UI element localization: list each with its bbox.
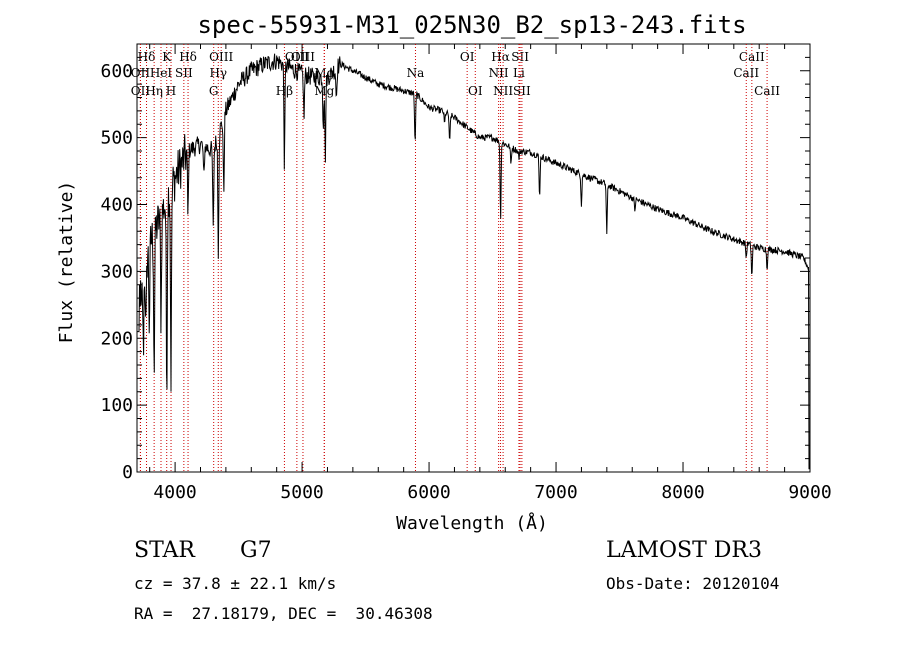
y-tick-label: 0: [122, 462, 133, 483]
spectral-line-label: Hδ: [179, 50, 197, 64]
spectral-line-label: SII: [175, 66, 193, 80]
object-class: STAR: [134, 538, 195, 563]
spectral-line-label: SII: [511, 50, 529, 64]
y-tick-label: 500: [100, 128, 133, 149]
x-tick-label: 5000: [280, 482, 323, 503]
spectral-line-label: OIII: [209, 50, 233, 64]
y-tick-label: 200: [100, 328, 133, 349]
spectral-line-label: Na: [407, 66, 425, 80]
y-tick-label: 300: [100, 261, 133, 282]
survey-name: LAMOST DR3: [606, 538, 762, 563]
spectral-line-label: NII: [493, 84, 513, 98]
spectral-line-label: G: [209, 84, 219, 98]
spectrum-trace: [137, 53, 810, 470]
y-tick-label: 600: [100, 61, 133, 82]
y-tick-label: 400: [100, 195, 133, 216]
coordinates: RA = 27.18179, DEC = 30.46308: [134, 604, 433, 623]
x-tick-label: 6000: [407, 482, 450, 503]
obs-date: Obs-Date: 20120104: [606, 574, 780, 593]
spectral-line-label: Hγ: [209, 66, 227, 80]
y-axis-label: Flux (relative): [56, 181, 77, 344]
x-tick-label: 4000: [153, 482, 196, 503]
spectral-line-label: CaII: [733, 66, 759, 80]
spectral-line-label: OI: [460, 50, 475, 64]
spectral-line-label: SII: [513, 84, 531, 98]
spectral-line-label: OI: [468, 84, 483, 98]
chart-title: spec-55931-M31_025N30_B2_sp13-243.fits: [197, 11, 746, 39]
y-tick-label: 100: [100, 395, 133, 416]
spectral-line-label: H: [166, 84, 176, 98]
spectral-line-label: Hδ: [138, 50, 156, 64]
object-subclass: G7: [240, 538, 272, 563]
redshift-info: cz = 37.8 ± 22.1 km/s: [134, 574, 337, 593]
plot-frame: [136, 43, 811, 473]
x-tick-label: 8000: [661, 482, 704, 503]
spectral-line-label: CaII: [754, 84, 780, 98]
spectral-line-label: OII: [131, 66, 151, 80]
spectral-line-label: OIII: [291, 50, 315, 64]
spectral-line-label: CaII: [739, 50, 765, 64]
spectral-line-label: Li: [513, 66, 525, 80]
spectral-line-label: Hβ: [276, 84, 293, 98]
x-axis-label: Wavelength (Å): [396, 512, 548, 534]
x-tick-label: 7000: [534, 482, 577, 503]
spectral-line-label: Mg: [314, 84, 334, 98]
spectral-line-label: HeI: [150, 66, 173, 80]
spectral-line-label: Hα: [491, 50, 510, 64]
spectral-line-label: Hη: [145, 84, 163, 98]
spectral-line-label: NII: [489, 66, 509, 80]
spectral-line-label: K: [162, 50, 172, 64]
spectral-line-label: OII: [131, 84, 151, 98]
x-tick-label: 9000: [788, 482, 831, 503]
plot-area: 4000 5000 6000 7000 8000 9000 0 100 200 300 400 500…: [100, 43, 832, 503]
